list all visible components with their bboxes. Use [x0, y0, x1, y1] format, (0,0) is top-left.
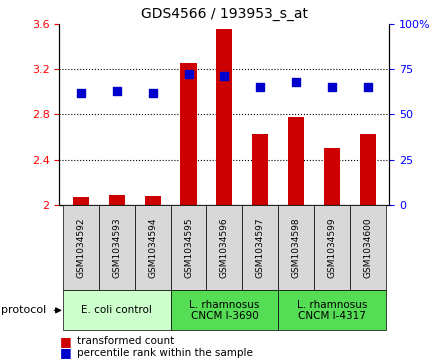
Point	[257, 84, 264, 90]
Bar	[288, 117, 304, 205]
Bar	[180, 63, 197, 205]
Point	[149, 90, 156, 95]
Text: GSM1034594: GSM1034594	[148, 217, 157, 278]
Bar	[360, 134, 376, 205]
Text: percentile rank within the sample: percentile rank within the sample	[77, 348, 253, 358]
Text: ■: ■	[59, 335, 71, 348]
Text: GSM1034592: GSM1034592	[77, 217, 85, 278]
Point	[113, 88, 120, 94]
Bar	[216, 29, 232, 205]
Title: GDS4566 / 193953_s_at: GDS4566 / 193953_s_at	[141, 7, 308, 21]
Text: GSM1034596: GSM1034596	[220, 217, 229, 278]
Point	[364, 84, 371, 90]
Point	[329, 84, 336, 90]
Text: GSM1034598: GSM1034598	[292, 217, 301, 278]
Text: E. coli control: E. coli control	[81, 305, 152, 315]
Bar	[252, 134, 268, 205]
Bar	[324, 148, 340, 205]
Text: L. rhamnosus
CNCM I-3690: L. rhamnosus CNCM I-3690	[189, 299, 260, 321]
Point	[185, 72, 192, 77]
Text: ■: ■	[59, 346, 71, 359]
Text: GSM1034593: GSM1034593	[112, 217, 121, 278]
Bar	[109, 195, 125, 205]
Text: GSM1034600: GSM1034600	[363, 217, 372, 278]
Text: protocol: protocol	[1, 305, 46, 315]
Point	[293, 79, 300, 85]
Bar	[73, 197, 89, 205]
Point	[221, 73, 228, 79]
Text: GSM1034595: GSM1034595	[184, 217, 193, 278]
Text: L. rhamnosus
CNCM I-4317: L. rhamnosus CNCM I-4317	[297, 299, 367, 321]
Bar	[145, 196, 161, 205]
Text: GSM1034599: GSM1034599	[327, 217, 337, 278]
Text: transformed count: transformed count	[77, 336, 174, 346]
Text: GSM1034597: GSM1034597	[256, 217, 265, 278]
Point	[77, 90, 84, 95]
